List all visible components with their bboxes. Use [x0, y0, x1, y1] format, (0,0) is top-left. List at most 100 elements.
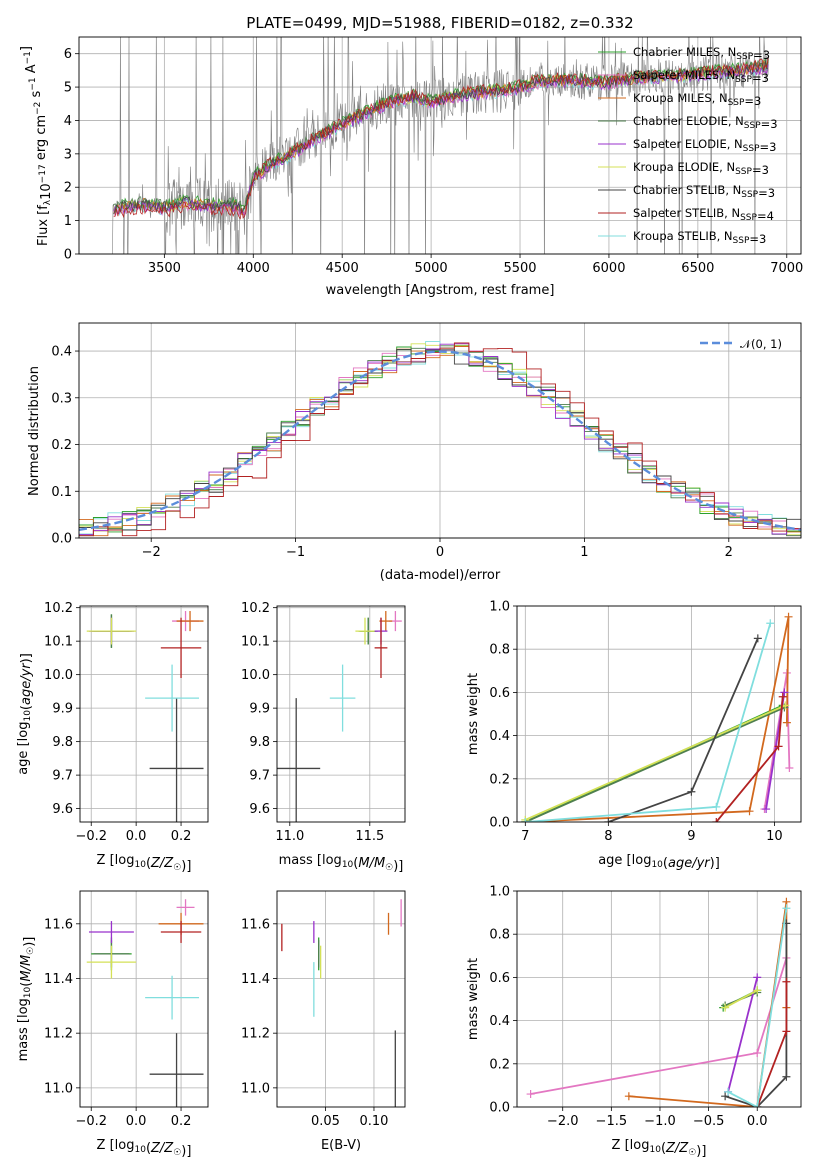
- mass_vs_ebv-grid: [277, 891, 405, 1107]
- hist-step-kroupa-miles: [79, 346, 801, 537]
- residuals-ytick-label: 0.0: [51, 532, 72, 547]
- spectrum-xtick-label: 5500: [503, 261, 536, 276]
- mass_vs_ebv-ytick-label: 11.2: [241, 1027, 270, 1042]
- spectrum-ytick-label: 1: [64, 214, 72, 229]
- spectrum-xlabel: wavelength [Angstrom, rest frame]: [326, 283, 555, 298]
- age_vs_Z-ytick-label: 9.9: [52, 702, 73, 717]
- weight-marker: [782, 904, 791, 913]
- age_vs_mass-frame: [276, 605, 406, 823]
- age_vs_Z-axes: −0.2 0.0 0.2 9.6 9.7 9.8 9.9 10.0 10.1 10.2: [44, 601, 209, 844]
- weight-line: [724, 989, 758, 1009]
- age_vs_mass-xtick-label: 11.0: [275, 829, 304, 844]
- massweight_vs_Z-ytick-label: 0.2: [489, 1057, 510, 1072]
- age_vs_Z-grid: [80, 606, 208, 822]
- massweight_vs_Z-ytick-label: 1.0: [489, 885, 510, 900]
- mass_vs_ebv-ytick-label: 11.6: [241, 917, 270, 932]
- legend-label: Salpeter ELODIE, NSSP=3: [633, 137, 776, 154]
- age_vs_mass-ytick-label: 10.2: [241, 601, 270, 616]
- weight-marker: [782, 1072, 791, 1081]
- ageZ-xlabel: Z [log10(Z/Z☉)]: [97, 853, 192, 874]
- age_vs_mass-ytick-label: 10.0: [241, 668, 270, 683]
- mass_vs_Z-xtick-label: 0.0: [126, 1114, 147, 1129]
- spectrum-ytick-label: 5: [64, 81, 72, 96]
- massZ-xlabel: Z [log10(Z/Z☉)]: [97, 1138, 192, 1159]
- age_vs_Z-plot: [86, 611, 204, 822]
- residuals-plot: [79, 341, 801, 537]
- mass_vs_ebv-plot: [281, 899, 402, 1107]
- age_vs_Z-xtick-label: 0.2: [171, 829, 192, 844]
- mass_vs_Z-ytick-label: 11.6: [44, 917, 73, 932]
- weight-line: [727, 977, 759, 1093]
- massweight_vs_age-ytick-label: 0.4: [489, 729, 510, 744]
- spectrum-ytick-label: 4: [64, 114, 72, 129]
- weight-marker: [624, 1092, 633, 1101]
- legend-label: Kroupa MILES, NSSP=3: [633, 91, 761, 108]
- wAge-ylabel: mass weight: [466, 673, 481, 755]
- legend-label: Kroupa STELIB, NSSP=3: [633, 229, 766, 246]
- age_vs_mass-xtick-label: 11.5: [355, 829, 384, 844]
- weight-line: [524, 704, 786, 821]
- weight-line: [628, 901, 788, 1107]
- plots-layer: 3500 4000 4500 5000 5500 6000 6500 7000 0 1 2 3 4 5 6 C…: [16, 36, 803, 1159]
- figure-title: PLATE=0499, MJD=51988, FIBERID=0182, z=0…: [246, 14, 633, 32]
- age_vs_mass-axes: 11.0 11.5 9.6 9.7 9.8 9.9 10.0 10.1 10.2: [241, 601, 406, 844]
- weight-marker: [753, 1103, 762, 1107]
- massZ-ylabel: mass [log10(M/M☉)]: [16, 937, 37, 1062]
- massweight_vs_Z-frame: [516, 890, 802, 1108]
- spectrum-ylabel: Flux [fλ10−17 erg cm−2 s−1 A−1]: [19, 46, 54, 246]
- mass_vs_ebv-axes: 0.05 0.10 11.0 11.2 11.4 11.6: [241, 890, 406, 1129]
- mass_vs_ebv-xtick-label: 0.10: [359, 1114, 388, 1129]
- age_vs_mass-plot: [277, 611, 402, 822]
- age_vs_Z-xtick-label: 0.0: [126, 829, 147, 844]
- spectrum-ytick-label: 3: [64, 147, 72, 162]
- ageZ-ylabel: age [log10(age/yr)]: [16, 653, 34, 775]
- legend-label: Salpeter STELIB, NSSP=4: [633, 206, 774, 223]
- legend-label: Chabrier ELODIE, NSSP=3: [633, 114, 778, 131]
- age_vs_Z-ytick-label: 10.1: [44, 635, 73, 650]
- mass_vs_Z-axes: −0.2 0.0 0.2 11.0 11.2 11.4 11.6: [44, 890, 209, 1129]
- spectrum-xtick-label: 6000: [592, 261, 625, 276]
- weight-marker: [782, 718, 791, 727]
- weight-marker: [724, 1087, 733, 1096]
- massweight_vs_age-frame: [516, 605, 802, 823]
- massweight_vs_Z-ytick-label: 0.0: [489, 1101, 510, 1116]
- age_vs_mass-ytick-label: 9.6: [249, 802, 270, 817]
- mass_vs_ebv-frame: [276, 890, 406, 1108]
- weight-marker: [753, 634, 762, 643]
- age_vs_Z-ytick-label: 9.7: [52, 769, 73, 784]
- spectrum-xtick-label: 3500: [148, 261, 181, 276]
- weight-marker: [753, 973, 762, 982]
- spectrum-ytick-label: 2: [64, 181, 72, 196]
- age_vs_Z-ytick-label: 9.6: [52, 802, 73, 817]
- age_vs_mass-ytick-label: 9.7: [249, 769, 270, 784]
- weight-marker: [778, 692, 787, 701]
- weight-line: [524, 706, 785, 822]
- spectrum-xtick-label: 6500: [681, 261, 714, 276]
- massweight_vs_Z-ytick-label: 0.4: [489, 1014, 510, 1029]
- legend-label: Salpeter MILES, NSSP=3: [633, 68, 769, 85]
- massweight_vs_age-ytick-label: 0.6: [489, 686, 510, 701]
- weight-marker: [782, 1027, 791, 1036]
- massweight_vs_Z-xtick-label: −2.0: [547, 1114, 579, 1129]
- spectrum-legend: Chabrier MILES, NSSP=3 Salpeter MILES, NS…: [598, 45, 778, 246]
- spectrum-ytick-label: 6: [64, 47, 72, 62]
- weight-marker: [604, 818, 613, 822]
- weight-marker: [687, 787, 696, 796]
- spectrum-ytick-label: 0: [64, 248, 72, 263]
- weight-line: [525, 623, 772, 822]
- massEbv-xlabel: E(B-V): [321, 1138, 361, 1153]
- residuals-xtick-label: 1: [580, 545, 588, 560]
- residuals-ytick-label: 0.4: [51, 345, 72, 360]
- age_vs_Z-ytick-label: 10.2: [44, 601, 73, 616]
- spectrum-xtick-label: 4000: [237, 261, 270, 276]
- weight-marker: [766, 619, 775, 628]
- weight-marker: [782, 977, 791, 986]
- weight-marker: [712, 802, 721, 811]
- spectrum-xtick-label: 5000: [415, 261, 448, 276]
- weight-marker: [780, 688, 789, 697]
- weight-line: [727, 908, 788, 1107]
- mass_vs_Z-plot: [86, 899, 204, 1107]
- age_vs_mass-ytick-label: 10.1: [241, 635, 270, 650]
- spectrum-model-line-salpeter-stelib: [113, 58, 769, 220]
